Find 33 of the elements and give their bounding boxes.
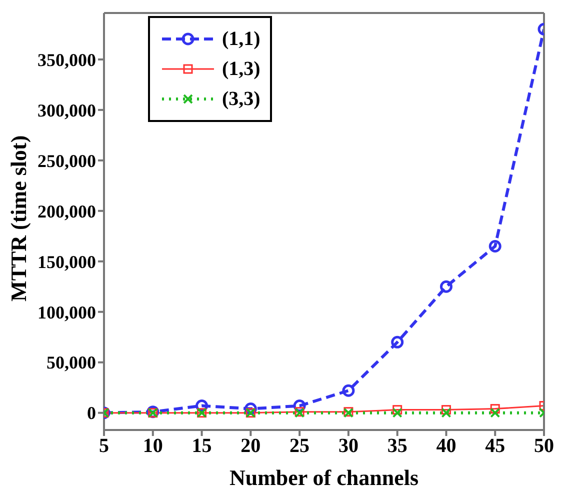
x-tick-label: 20	[240, 435, 261, 458]
y-tick-label: 100,000	[38, 302, 96, 322]
y-tick-label: 150,000	[38, 252, 96, 272]
legend-label: (1,3)	[222, 58, 260, 80]
x-tick-label: 25	[290, 435, 310, 458]
legend-label: (3,3)	[222, 88, 260, 110]
y-tick-label: 250,000	[38, 150, 96, 171]
y-tick-label: 200,000	[38, 201, 96, 222]
x-tick-label: 40	[436, 435, 456, 458]
legend-label: (1,1)	[222, 28, 260, 50]
x-axis-title: Number of channels	[229, 465, 419, 490]
point	[490, 404, 500, 414]
x-tick-label: 5	[99, 435, 109, 458]
point	[490, 408, 500, 418]
y-tick-label: 0	[87, 403, 96, 424]
x-tick-label: 30	[338, 435, 358, 458]
x-tick-label: 10	[142, 435, 163, 458]
y-axis-title: MTTR (time slot)	[6, 135, 31, 302]
point	[392, 405, 402, 415]
x-tick-label: 50	[534, 435, 554, 458]
point	[392, 408, 402, 418]
point	[440, 280, 452, 293]
y-tick-label: 350,000	[38, 50, 96, 70]
y-tick-label: 300,000	[38, 100, 96, 120]
x-tick-label: 35	[387, 435, 408, 458]
point	[342, 384, 355, 397]
y-tick-label: 50,000	[46, 352, 96, 373]
point	[441, 405, 451, 415]
x-tick-label: 15	[192, 435, 212, 458]
x-tick-label: 45	[485, 435, 506, 458]
point	[391, 336, 404, 348]
point	[488, 240, 502, 252]
point	[441, 408, 452, 418]
